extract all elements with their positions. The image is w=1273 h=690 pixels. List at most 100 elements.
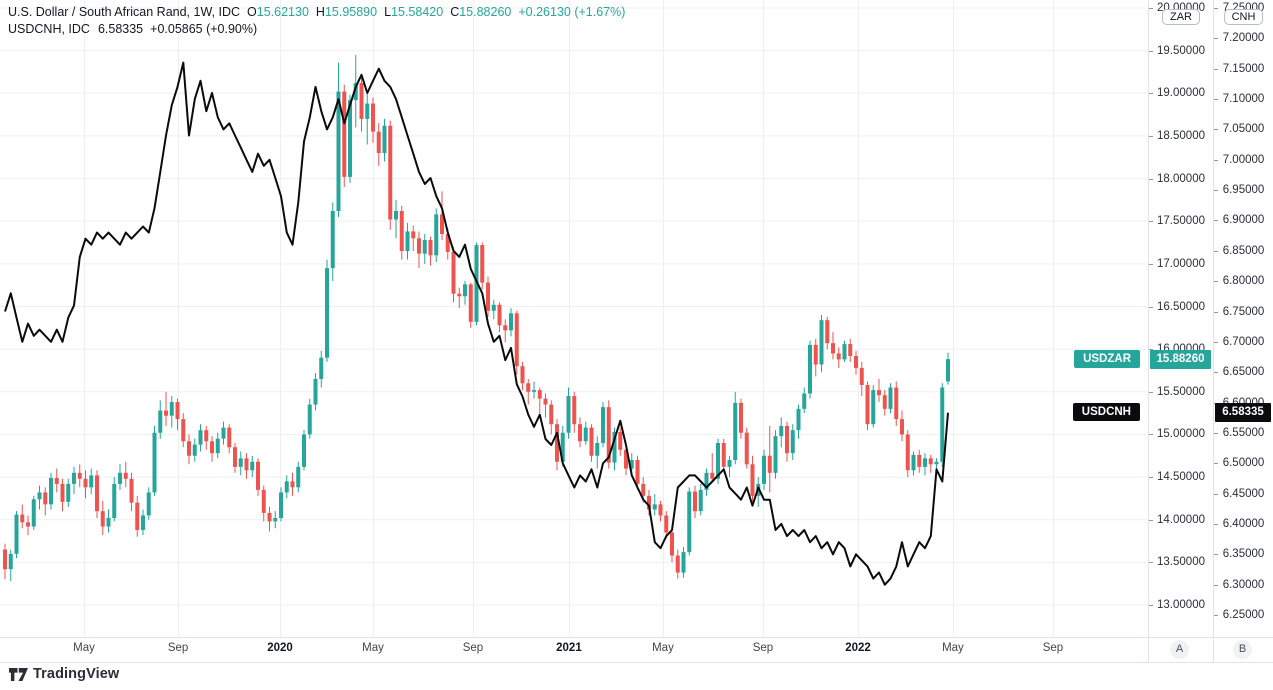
scale-a-button[interactable]: A xyxy=(1170,640,1189,659)
usdzar-change: +0.26130 (+1.67%) xyxy=(518,5,626,19)
axis-tick-mark xyxy=(1214,281,1218,283)
axis-tick-label: 18.00000 xyxy=(1157,172,1205,185)
time-tick-label: May xyxy=(73,642,95,654)
ohlc-high-label: H xyxy=(315,5,325,19)
chart-plot-area[interactable]: U.S. Dollar / South African Rand, 1W, ID… xyxy=(0,0,1148,637)
chart-canvas[interactable] xyxy=(0,0,1148,637)
axis-tick-mark xyxy=(1149,221,1153,223)
time-tick-label: Sep xyxy=(752,642,774,654)
ohlc-close-value: 15.88260 xyxy=(459,5,512,19)
tradingview-logo[interactable]: TradingView xyxy=(9,666,119,682)
axis-tick-label: 17.50000 xyxy=(1157,215,1205,228)
axis-tick-label: 6.55000 xyxy=(1222,426,1265,439)
time-tick-label: May xyxy=(652,642,674,654)
axis-tick-mark xyxy=(1214,129,1218,131)
zar-unit-pill[interactable]: ZAR xyxy=(1162,9,1200,25)
tradingview-logo-icon xyxy=(9,667,28,682)
axis-tick-mark xyxy=(1214,584,1218,586)
axis-tick-label: 6.95000 xyxy=(1222,184,1265,197)
time-tick-label: May xyxy=(362,642,384,654)
axis-tick-label: 6.80000 xyxy=(1222,275,1265,288)
price-axis-cnh[interactable]: 6.25000 6.30000 6.35000 6.40000 6.45000 6.500… xyxy=(1214,0,1273,662)
scale-b-button[interactable]: B xyxy=(1233,640,1252,659)
axis-tick-label: 19.50000 xyxy=(1157,44,1205,57)
axis-divider-left xyxy=(1148,0,1149,662)
cnh-unit-pill[interactable]: CNH xyxy=(1223,9,1264,25)
usdzar-symbol-badge: USDZAR xyxy=(1074,349,1140,368)
time-tick-label: 2021 xyxy=(556,642,582,654)
axis-tick-mark xyxy=(1149,178,1153,180)
axis-tick-mark xyxy=(1214,372,1218,374)
axis-tick-mark xyxy=(1214,523,1218,525)
time-tick-label: Sep xyxy=(1042,642,1064,654)
legend-row-usdzar[interactable]: U.S. Dollar / South African Rand, 1W, ID… xyxy=(8,4,625,21)
axis-divider-right xyxy=(1213,0,1214,662)
axis-tick-label: 17.00000 xyxy=(1157,257,1205,270)
axis-tick-label: 13.00000 xyxy=(1157,599,1205,611)
time-tick-label: May xyxy=(942,642,964,654)
time-tick-label: Sep xyxy=(462,642,484,654)
usdzar-price-tag: 15.88260 xyxy=(1150,349,1211,369)
usdcnh-symbol-badge: USDCNH xyxy=(1072,403,1140,422)
axis-tick-label: 6.30000 xyxy=(1222,578,1265,591)
axis-tick-label: 19.00000 xyxy=(1157,87,1205,100)
axis-tick-mark xyxy=(1149,8,1153,9)
ohlc-open-label: O xyxy=(247,5,257,19)
axis-tick-mark xyxy=(1214,554,1218,556)
legend-row-usdcnh[interactable]: USDCNH, IDC 6.58335 +0.05865 (+0.90%) xyxy=(8,21,625,38)
axis-tick-mark xyxy=(1149,50,1153,52)
axis-tick-label: 6.65000 xyxy=(1222,366,1265,379)
axis-tick-label: 6.90000 xyxy=(1222,214,1265,227)
axis-tick-label: 15.00000 xyxy=(1157,428,1205,441)
axis-tick-mark xyxy=(1214,99,1218,101)
usdcnh-price-tag: 6.58335 xyxy=(1215,403,1271,423)
axis-tick-mark xyxy=(1214,615,1218,616)
axis-tick-mark xyxy=(1214,190,1218,192)
ohlc-high-value: 15.95890 xyxy=(324,5,378,19)
legend-symbol-usdzar[interactable]: U.S. Dollar / South African Rand, 1W, ID… xyxy=(8,5,241,19)
axis-tick-mark xyxy=(1214,220,1218,222)
ohlc-close-label: C xyxy=(450,5,460,19)
legend-symbol-usdcnh[interactable]: USDCNH, IDC xyxy=(8,22,90,36)
axis-tick-mark xyxy=(1149,306,1153,308)
axis-tick-label: 7.10000 xyxy=(1222,93,1265,106)
axis-tick-label: 6.85000 xyxy=(1222,244,1265,257)
axis-tick-mark xyxy=(1149,93,1153,95)
axis-tick-mark xyxy=(1149,477,1153,479)
ohlc-open-value: 15.62130 xyxy=(256,5,309,19)
axis-tick-label: 7.15000 xyxy=(1222,62,1265,75)
axis-tick-mark xyxy=(1214,493,1218,495)
axis-tick-label: 15.50000 xyxy=(1157,385,1205,398)
axis-tick-mark xyxy=(1149,519,1153,521)
axis-tick-mark xyxy=(1149,562,1153,564)
axis-tick-mark xyxy=(1214,68,1218,70)
axis-tick-label: 16.50000 xyxy=(1157,300,1205,313)
usdcnh-change: +0.05865 (+0.90%) xyxy=(150,22,258,36)
ohlc-low-label: L xyxy=(384,5,392,19)
axis-tick-mark xyxy=(1214,311,1218,313)
price-axis-zar[interactable]: 13.00000 13.50000 14.00000 14.50000 15.00000… xyxy=(1149,0,1213,662)
axis-tick-mark xyxy=(1214,432,1218,434)
time-axis[interactable]: May Sep 2020 May Sep 2021 May Sep 2022 May Sep A B xyxy=(0,637,1273,663)
axis-tick-label: 18.50000 xyxy=(1157,129,1205,142)
axis-tick-mark xyxy=(1214,250,1218,252)
axis-tick-mark xyxy=(1149,135,1153,137)
axis-tick-label: 6.70000 xyxy=(1222,335,1265,348)
axis-tick-label: 6.50000 xyxy=(1222,457,1265,470)
axis-tick-mark xyxy=(1149,263,1153,265)
axis-tick-mark xyxy=(1214,159,1218,161)
axis-tick-mark xyxy=(1149,605,1153,606)
tradingview-logo-text: TradingView xyxy=(33,666,120,682)
ohlc-low-value: 15.58420 xyxy=(391,5,444,19)
legend: U.S. Dollar / South African Rand, 1W, ID… xyxy=(8,4,625,38)
time-tick-label: 2022 xyxy=(845,642,871,654)
axis-tick-label: 6.40000 xyxy=(1222,517,1265,530)
time-tick-label: Sep xyxy=(167,642,189,654)
axis-tick-label: 14.50000 xyxy=(1157,471,1205,484)
axis-tick-mark xyxy=(1214,8,1218,9)
axis-tick-mark xyxy=(1214,463,1218,465)
axis-tick-mark xyxy=(1149,434,1153,436)
price-axis-cnh-labels: 6.25000 6.30000 6.35000 6.40000 6.45000 6.500… xyxy=(1214,0,1273,637)
axis-tick-mark xyxy=(1214,402,1218,404)
